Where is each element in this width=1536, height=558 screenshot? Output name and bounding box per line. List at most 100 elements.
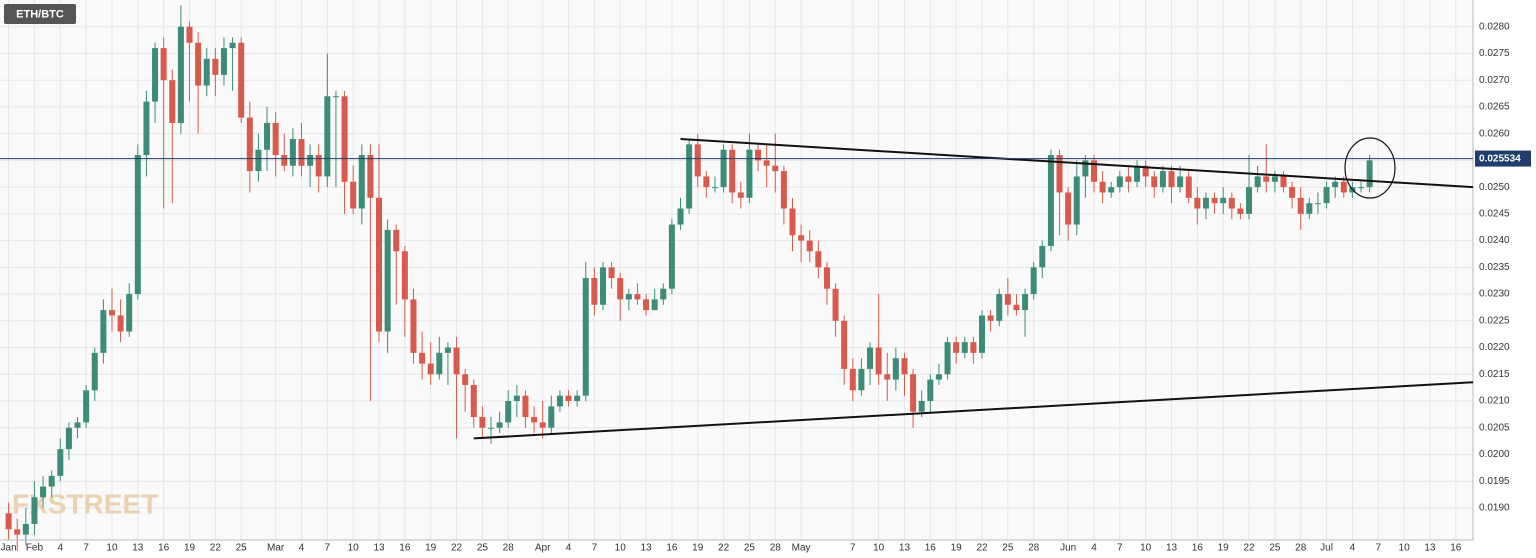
candle-body: [281, 155, 288, 166]
candle-body: [755, 149, 762, 161]
y-tick-label: 0.0260: [1479, 128, 1510, 139]
candle-body: [83, 390, 90, 423]
candle-body: [74, 422, 81, 428]
y-tick-label: 0.0250: [1479, 182, 1510, 193]
candle-body: [565, 395, 572, 401]
x-tick-label: 22: [210, 543, 222, 554]
x-tick-label: 10: [615, 543, 627, 554]
y-tick-label: 0.0275: [1479, 48, 1510, 59]
x-tick-label: 22: [718, 543, 730, 554]
candle-body: [1065, 192, 1072, 225]
y-tick-label: 0.0270: [1479, 75, 1510, 86]
candle-body: [195, 42, 202, 86]
candle-body: [987, 315, 994, 321]
candle-body: [419, 352, 426, 364]
x-tick-label: 10: [348, 543, 360, 554]
candle-body: [1314, 203, 1321, 205]
candle-body: [1202, 197, 1209, 209]
x-tick-label: 25: [1269, 543, 1281, 554]
candle-body: [763, 160, 770, 166]
candle-body: [1211, 197, 1218, 204]
x-tick-label: 28: [1295, 543, 1307, 554]
candle-body: [393, 229, 400, 252]
x-tick-label: 19: [692, 543, 704, 554]
x-tick-label: 19: [1218, 543, 1230, 554]
y-tick-label: 0.0235: [1479, 262, 1510, 273]
candle-body: [324, 96, 331, 177]
y-tick-label: 0.0195: [1479, 476, 1510, 487]
x-tick-label: 16: [1192, 543, 1204, 554]
candle-body: [1082, 160, 1089, 177]
candle-body: [918, 400, 925, 412]
candle-body: [332, 96, 339, 98]
candle-body: [694, 144, 701, 177]
x-tick-label: 25: [477, 543, 489, 554]
candle-body: [979, 315, 985, 353]
candle-body: [384, 229, 391, 332]
candle-body: [720, 149, 727, 188]
highlight-circle: [1344, 137, 1396, 199]
x-tick-label: 7: [1375, 543, 1381, 554]
candle-body: [858, 368, 865, 391]
candle-body: [1022, 294, 1029, 311]
x-tick-label: 7: [850, 543, 856, 554]
y-tick-label: 0.0210: [1479, 396, 1510, 407]
y-tick-label: 0.0220: [1479, 342, 1510, 353]
candle-body: [1099, 181, 1106, 193]
x-tick-label: 10: [1140, 543, 1152, 554]
candle-body: [427, 363, 434, 375]
chart-title: ETH/BTC: [16, 8, 64, 20]
candle-body: [815, 251, 822, 268]
trendline: [680, 138, 1474, 189]
candle-body: [935, 374, 942, 380]
candle-body: [272, 122, 279, 156]
candle-body: [91, 352, 98, 391]
x-tick-label: 7: [325, 543, 331, 554]
y-tick-label: 0.0230: [1479, 289, 1510, 300]
x-tick-label: 4: [58, 543, 64, 554]
candle-body: [5, 513, 12, 530]
candle-body: [505, 400, 512, 423]
candle-body: [875, 347, 882, 375]
candle-body: [462, 374, 469, 385]
candle-body: [203, 58, 210, 86]
x-tick-label: 4: [566, 543, 572, 554]
candle-body: [996, 294, 1003, 321]
candle-body: [160, 48, 167, 81]
x-tick-label: 7: [83, 543, 89, 554]
x-tick-label: 16: [399, 543, 411, 554]
candle-body: [1134, 165, 1141, 182]
trendline: [473, 381, 1474, 440]
x-tick-label: 13: [640, 543, 652, 554]
candle-body: [1159, 171, 1166, 188]
candle-body: [634, 294, 641, 300]
candle-body: [617, 278, 624, 300]
candle-body: [229, 42, 236, 49]
candle-body: [152, 48, 159, 102]
candle-body: [410, 299, 417, 353]
y-tick-label: 0.0215: [1479, 369, 1510, 380]
x-tick-label: 22: [451, 543, 463, 554]
candle-body: [867, 347, 874, 369]
candle-body: [246, 117, 253, 172]
x-tick-label: 13: [1166, 543, 1178, 554]
candle-body: [358, 155, 365, 209]
x-tick-label: Apr: [535, 543, 551, 554]
candle-body: [591, 278, 598, 305]
candle-body: [556, 395, 563, 407]
candle-body: [513, 395, 520, 401]
candle-body: [1108, 187, 1115, 193]
candle-body: [531, 417, 538, 423]
candle-body: [143, 101, 150, 156]
x-tick-label: 19: [425, 543, 437, 554]
x-tick-label: 10: [873, 543, 885, 554]
x-tick-label: 28: [1028, 543, 1040, 554]
candle-body: [186, 26, 193, 43]
x-tick-label: Jan: [1, 543, 17, 554]
candle-body: [686, 144, 693, 209]
x-tick-label: 13: [132, 543, 144, 554]
candles: [5, 5, 1373, 551]
candle-body: [1340, 181, 1347, 193]
candle-body: [643, 299, 650, 311]
